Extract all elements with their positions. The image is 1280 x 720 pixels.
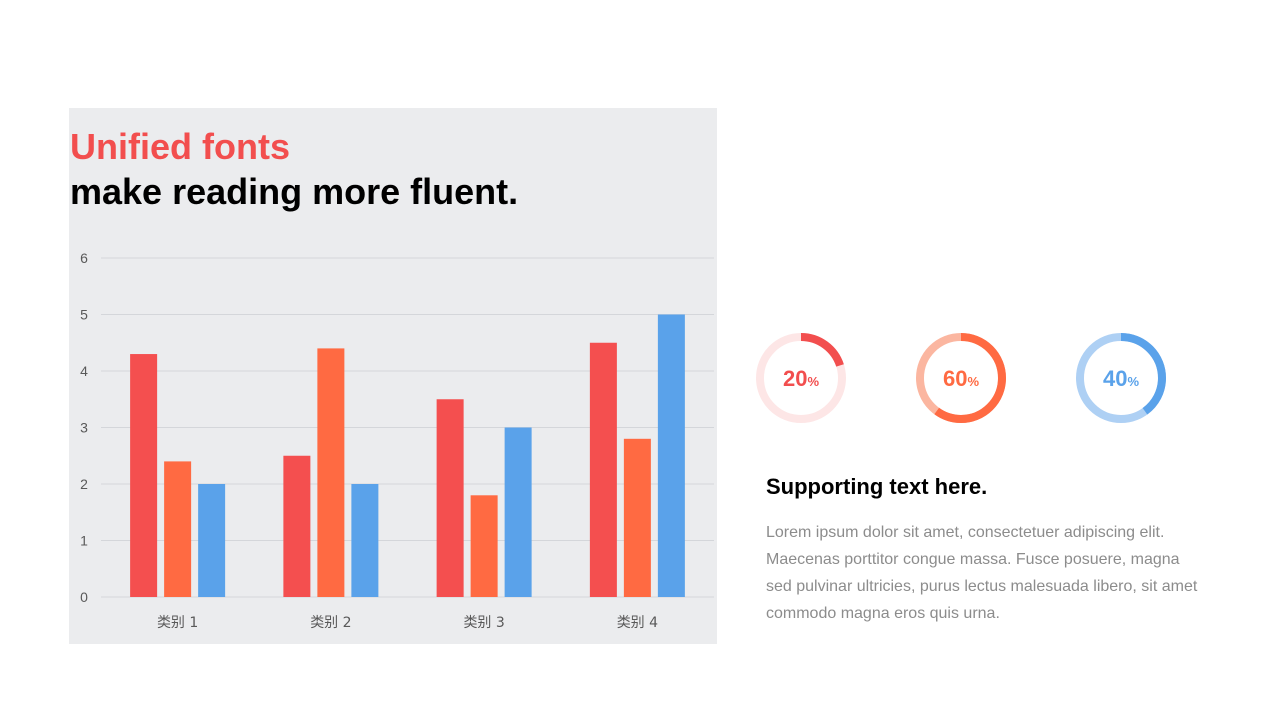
donut-value: 60 [943, 366, 967, 391]
bar [198, 484, 226, 597]
x-tick-label: 类别 4 [617, 615, 658, 631]
donut-progress [916, 333, 1006, 423]
bar [657, 314, 685, 597]
bar [436, 399, 464, 597]
donut-progress [756, 333, 846, 423]
y-tick-label: 3 [80, 420, 88, 436]
x-tick-label: 类别 1 [157, 615, 198, 631]
bar [470, 495, 498, 597]
bar [283, 455, 311, 597]
donut-unit: % [967, 374, 979, 389]
y-tick-label: 4 [80, 363, 88, 379]
donut-label: 20% [783, 366, 819, 391]
title-main: make reading more fluent. [70, 171, 519, 212]
y-tick-label: 6 [80, 250, 88, 266]
bar [164, 461, 192, 597]
donut-unit: % [1127, 374, 1139, 389]
bar [589, 342, 617, 597]
y-tick-label: 2 [80, 476, 88, 492]
donut-unit: % [807, 374, 819, 389]
y-tick-label: 5 [80, 307, 88, 323]
bar [623, 438, 651, 597]
donut-label: 40% [1103, 366, 1139, 391]
title-accent: Unified fonts [70, 126, 290, 167]
donut-value: 20 [783, 366, 807, 391]
bar [317, 348, 345, 597]
x-tick-label: 类别 2 [310, 615, 351, 631]
donut-label: 60% [943, 366, 979, 391]
donut-value: 40 [1103, 366, 1127, 391]
bar [351, 484, 379, 597]
bar [130, 354, 158, 597]
supporting-body: Lorem ipsum dolor sit amet, consectetuer… [766, 524, 1198, 622]
y-tick-label: 0 [80, 589, 88, 605]
x-tick-label: 类别 3 [463, 615, 504, 631]
supporting-title: Supporting text here. [766, 474, 988, 499]
y-tick-label: 1 [80, 533, 88, 549]
donut-progress [1076, 333, 1166, 423]
bar [504, 427, 532, 597]
